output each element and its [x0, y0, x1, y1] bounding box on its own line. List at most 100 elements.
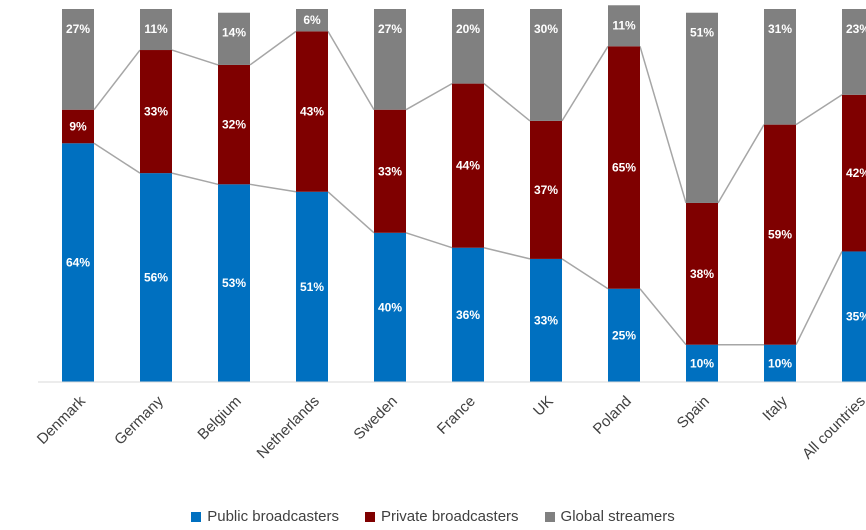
connector-line-public: [327, 191, 375, 234]
connector-line-private: [795, 94, 843, 126]
bar-segment-public-poland: [608, 288, 640, 382]
bar-segment-private-spain: [686, 202, 718, 345]
bar-value-label: 33%: [534, 313, 558, 327]
legend-label-private: Private broadcasters: [380, 508, 519, 525]
bar-segment-public-italy: [764, 344, 796, 382]
bar-value-label: 33%: [378, 164, 402, 178]
connector-line-public: [93, 142, 141, 174]
bar-value-label: 53%: [222, 276, 246, 290]
legend-label-public: Public broadcasters: [207, 508, 339, 525]
x-tick-label: Poland: [590, 393, 635, 438]
bar-segment-private-uk: [530, 120, 562, 259]
bar-segment-private-denmark: [62, 109, 94, 144]
bar-value-label: 23%: [846, 22, 866, 36]
bar-value-label: 32%: [222, 118, 246, 132]
bar-segment-public-belgium: [218, 184, 250, 382]
bar-segment-public-spain: [686, 344, 718, 382]
connector-line-private: [327, 31, 375, 111]
bar-segment-public-france: [452, 247, 484, 382]
bar-value-label: 38%: [690, 267, 714, 281]
bar-value-label: 11%: [612, 18, 636, 32]
bar-value-label: 56%: [144, 271, 168, 285]
connector-line-public: [795, 251, 843, 346]
legend-item-global: Global streamers: [544, 508, 675, 525]
bar-value-label: 42%: [846, 166, 866, 180]
bar-value-label: 31%: [768, 22, 792, 36]
legend-swatch-public: [191, 511, 202, 522]
x-tick-labels-group: Denmark Germany Belgium Netherlands Sweden Fr…: [34, 392, 866, 462]
bar-segment-global-germany: [140, 9, 172, 51]
legend-swatch-private: [364, 511, 375, 522]
x-tick-label: Denmark: [34, 392, 89, 447]
bar-value-label: 20%: [456, 22, 480, 36]
bar-segment-global-all-countries: [842, 9, 866, 95]
bar-value-label: 51%: [300, 280, 324, 294]
bar-value-label: 43%: [300, 105, 324, 119]
x-tick-label: All countries: [799, 393, 866, 463]
connector-lines: [93, 30, 843, 346]
bar-value-label: 27%: [378, 22, 402, 36]
legend-item-public: Public broadcasters: [191, 508, 339, 525]
bars-group: [62, 5, 866, 382]
legend: Public broadcasters Private broadcasters…: [0, 508, 866, 525]
legend-swatch-global: [544, 511, 555, 522]
bar-value-label: 65%: [612, 161, 636, 175]
bar-segment-public-all-countries: [842, 251, 866, 382]
bar-value-label: 10%: [768, 356, 792, 370]
bar-segment-global-denmark: [62, 9, 94, 110]
bar-segment-global-spain: [686, 12, 718, 203]
bar-value-label: 9%: [69, 119, 87, 133]
connector-line-private: [171, 49, 219, 66]
bar-segment-global-sweden: [374, 9, 406, 110]
bar-segment-private-belgium: [218, 64, 250, 185]
bar-value-label: 25%: [612, 328, 636, 342]
x-tick-label: Sweden: [350, 393, 400, 443]
bar-segment-global-netherlands: [296, 9, 328, 32]
bar-value-label: 35%: [846, 310, 866, 324]
bar-segment-global-uk: [530, 9, 562, 121]
bar-value-label: 51%: [690, 26, 714, 40]
bar-value-label: 37%: [534, 183, 558, 197]
bar-segment-global-belgium: [218, 12, 250, 65]
connector-line-private: [405, 82, 453, 111]
x-tick-label: UK: [530, 393, 557, 420]
connector-line-public: [405, 232, 453, 249]
x-tick-label: Netherlands: [254, 393, 323, 462]
bar-value-label: 44%: [456, 159, 480, 173]
bar-segment-public-uk: [530, 258, 562, 382]
bar-labels-group: 64% 9% 27% 56% 33% 11% 53% 32% 14% 51% 43% 6% 40% 33%…: [66, 13, 866, 370]
bar-segment-private-germany: [140, 50, 172, 174]
connector-line-public: [171, 172, 219, 186]
bar-value-label: 36%: [456, 308, 480, 322]
bar-value-label: 40%: [378, 300, 402, 314]
legend-item-private: Private broadcasters: [364, 508, 519, 525]
bar-value-label: 11%: [144, 22, 168, 36]
bar-segment-public-netherlands: [296, 191, 328, 382]
bar-value-label: 10%: [690, 356, 714, 370]
bar-segment-private-sweden: [374, 109, 406, 233]
bar-value-label: 33%: [144, 105, 168, 119]
bar-segment-global-poland: [608, 5, 640, 47]
connector-line-private: [249, 30, 297, 66]
connector-line-public: [249, 183, 297, 193]
x-tick-label: Spain: [674, 393, 713, 432]
bar-segment-public-sweden: [374, 232, 406, 382]
bar-segment-global-italy: [764, 9, 796, 125]
legend-label-global: Global streamers: [560, 508, 675, 525]
connector-line-private: [717, 124, 765, 204]
bar-segment-global-france: [452, 9, 484, 84]
bar-segment-private-france: [452, 83, 484, 248]
bar-segment-private-italy: [764, 124, 796, 345]
bar-segment-private-poland: [608, 46, 640, 289]
x-tick-label: Belgium: [194, 393, 244, 443]
stacked-bar-chart: 64% 9% 27% 56% 33% 11% 53% 32% 14% 51% 43% 6% 40% 33%…: [34, 5, 866, 463]
connector-line-public: [639, 288, 687, 346]
connector-line-private: [93, 49, 141, 111]
bar-segment-private-all-countries: [842, 94, 866, 252]
bar-value-label: 59%: [768, 228, 792, 242]
bar-value-label: 64%: [66, 256, 90, 270]
bar-value-label: 30%: [534, 22, 558, 36]
x-tick-label: France: [434, 393, 479, 438]
connector-line-public: [561, 258, 609, 290]
x-tick-label: Germany: [111, 392, 167, 448]
